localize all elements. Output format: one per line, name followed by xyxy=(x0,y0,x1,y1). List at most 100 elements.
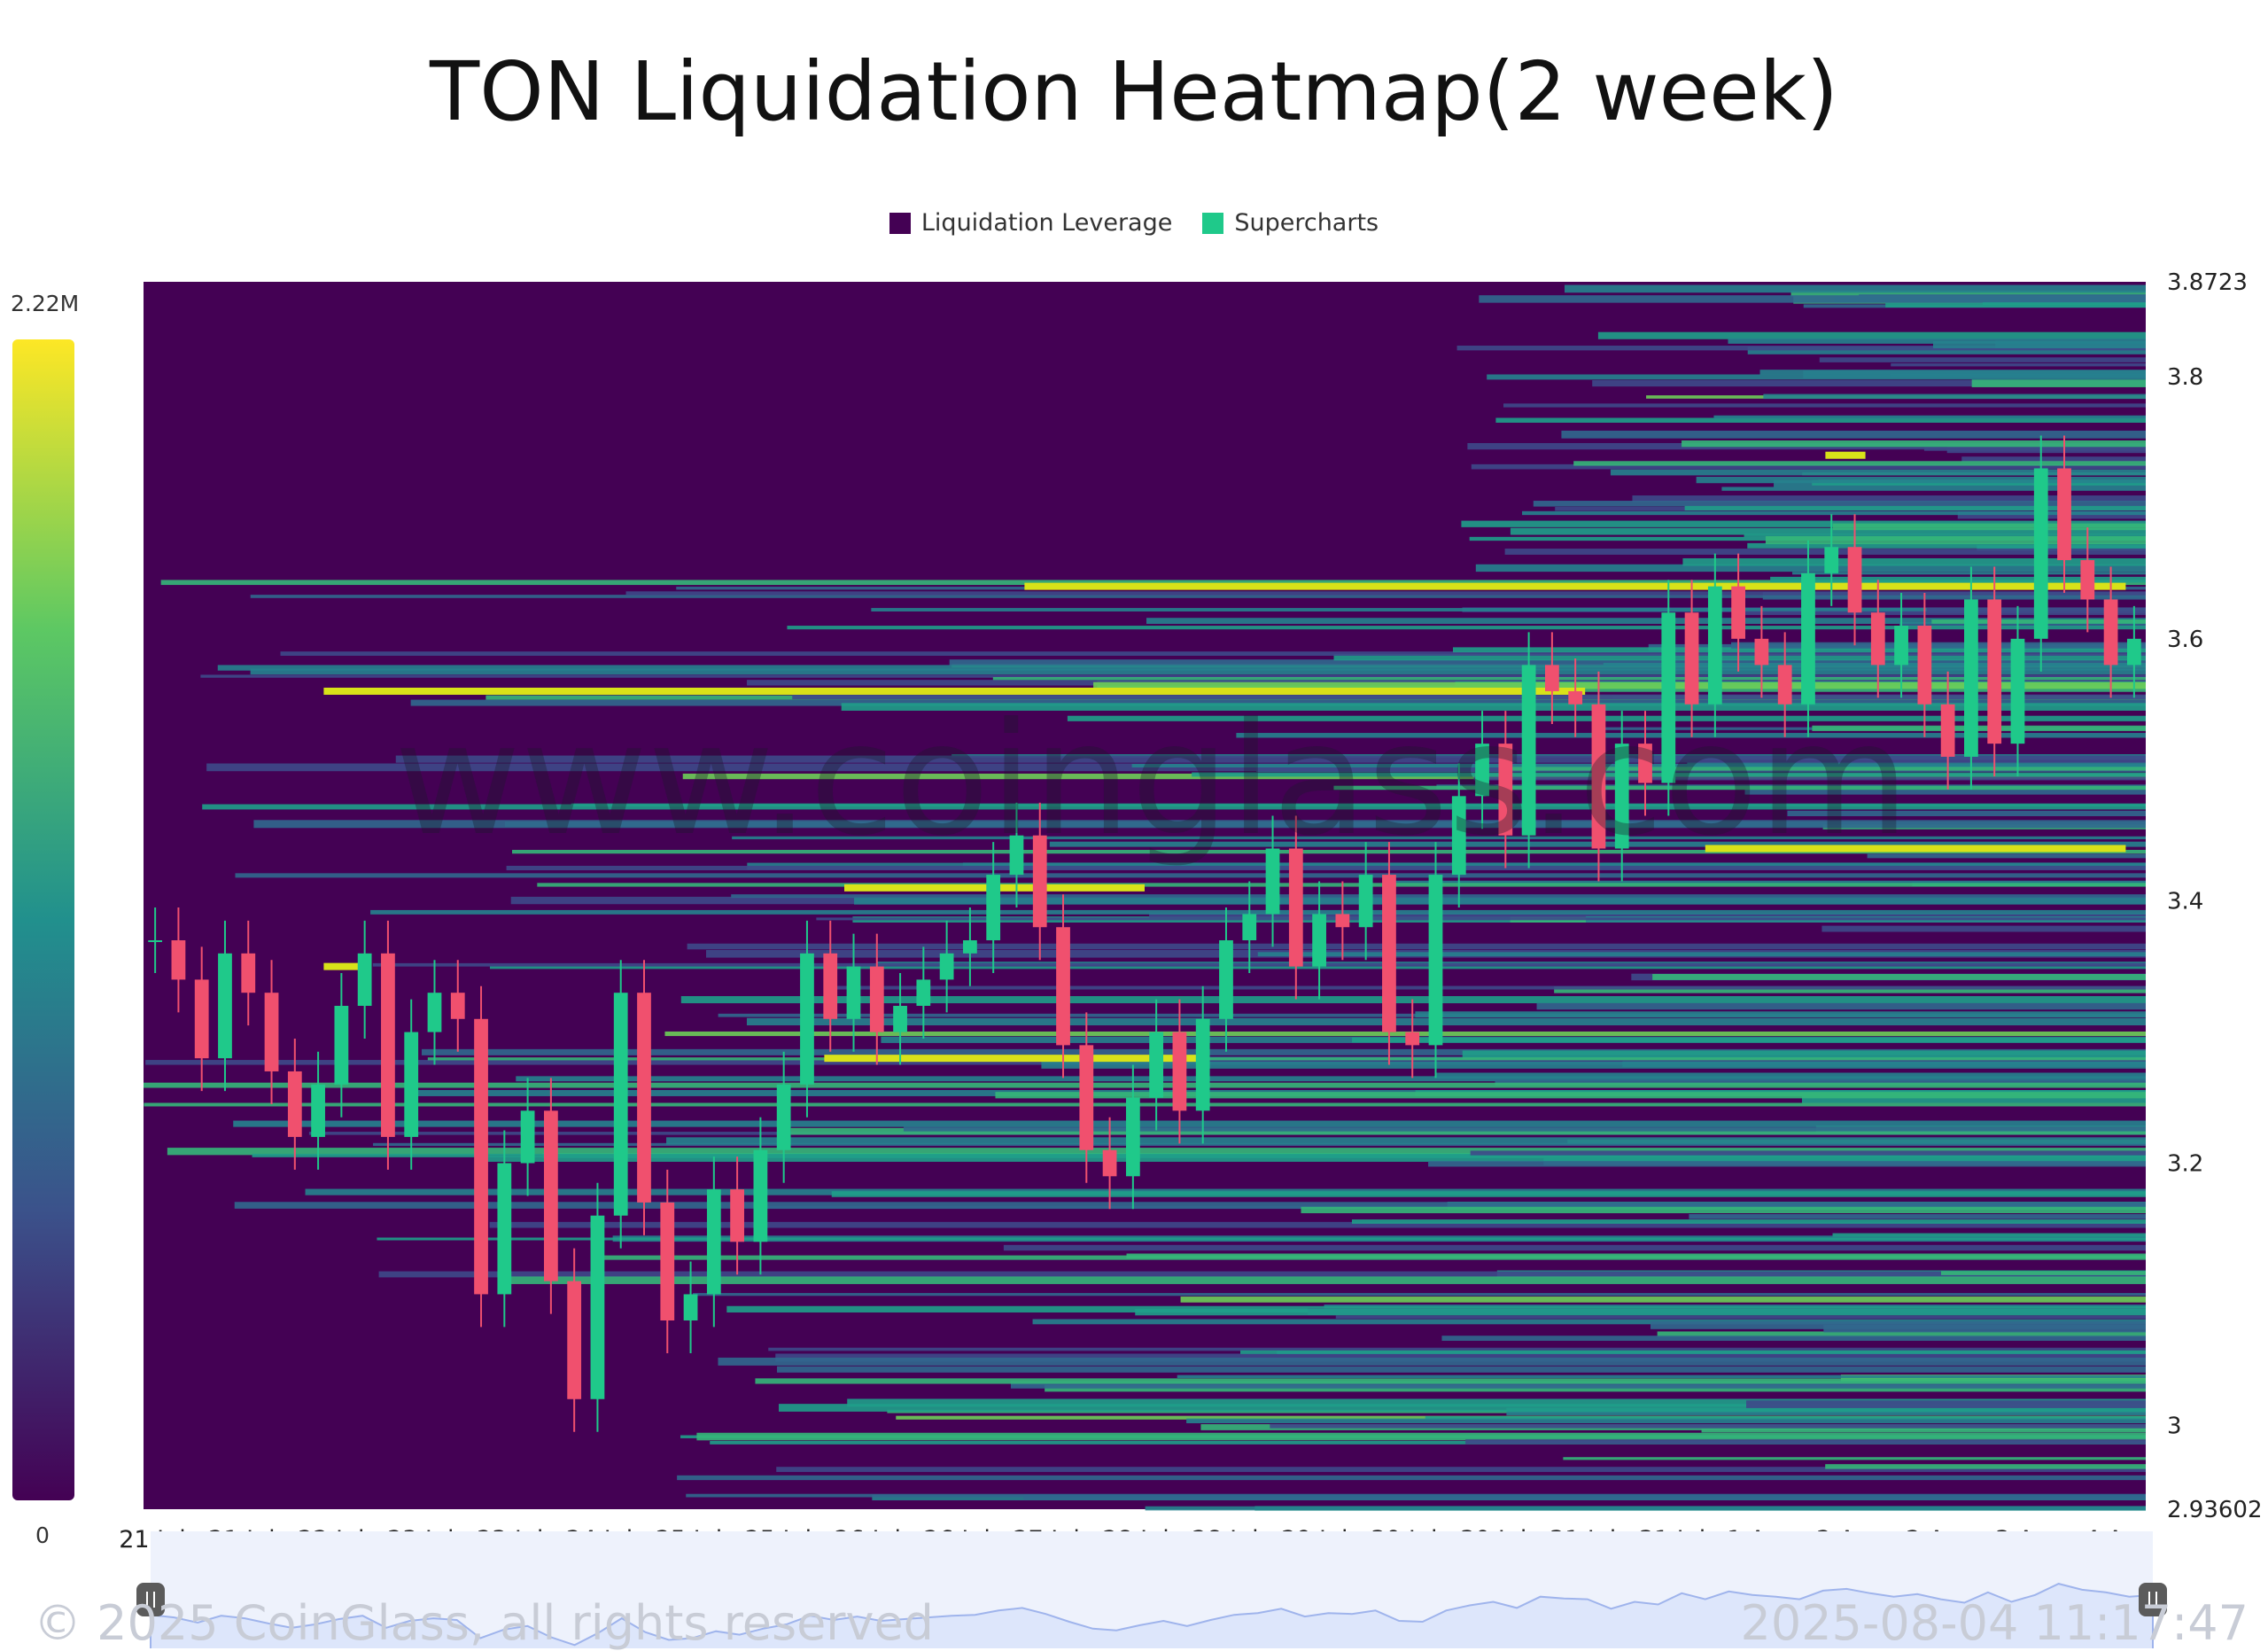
heat-band xyxy=(1713,415,2146,419)
heat-band xyxy=(1971,379,2146,387)
heat-band xyxy=(1610,469,2146,476)
price-candle xyxy=(939,953,954,980)
heat-band xyxy=(1592,380,2146,387)
price-candle xyxy=(520,1110,535,1164)
heat-band xyxy=(1765,536,2146,544)
price-candle xyxy=(1172,1032,1187,1111)
price-candle xyxy=(287,1071,302,1137)
heat-band xyxy=(234,1202,2147,1209)
price-candle xyxy=(1917,626,1932,705)
price-candle xyxy=(753,1149,768,1242)
price-candle xyxy=(1707,586,1722,705)
navigator-handle-right[interactable] xyxy=(2139,1583,2167,1616)
heat-band-hot xyxy=(1825,451,1866,459)
heat-band xyxy=(395,755,2147,763)
price-candle xyxy=(986,875,1001,941)
heat-band xyxy=(1899,622,2146,627)
heat-band xyxy=(1563,1457,2146,1460)
price-candle xyxy=(2103,599,2118,666)
heat-band xyxy=(1352,1037,2146,1043)
heat-band xyxy=(1093,681,2146,689)
heat-band xyxy=(377,1237,2146,1241)
price-candle xyxy=(497,1163,512,1295)
price-candle xyxy=(1545,665,1559,691)
heat-band xyxy=(250,595,2147,598)
price-candle xyxy=(1219,940,1233,1019)
heat-band xyxy=(1333,654,2146,661)
heat-band xyxy=(831,1191,2146,1197)
navigator-handle-left[interactable] xyxy=(136,1583,165,1616)
chart-title: TON Liquidation Heatmap(2 week) xyxy=(430,44,1838,139)
price-candle xyxy=(450,993,465,1019)
price-candle xyxy=(148,940,163,943)
price-candle xyxy=(1288,848,1303,967)
heat-band xyxy=(1436,1072,2146,1079)
price-candle xyxy=(1638,744,1652,783)
heat-band xyxy=(1149,913,2146,918)
heat-band xyxy=(775,1353,2146,1362)
heat-band xyxy=(1763,393,2146,400)
price-candle xyxy=(264,993,279,1071)
heat-band xyxy=(512,849,2146,854)
heat-band xyxy=(1503,403,2146,408)
colorbar-min-label: 0 xyxy=(35,1523,50,1548)
heat-band xyxy=(1821,925,2146,932)
heat-band xyxy=(1682,557,2146,566)
price-candle xyxy=(1125,1097,1140,1177)
heat-band xyxy=(1471,463,2146,470)
heat-band xyxy=(1742,611,2146,615)
legend-item-liquidation-leverage[interactable]: Liquidation Leverage xyxy=(889,209,1172,237)
price-candle xyxy=(1661,612,1676,783)
heat-band xyxy=(816,917,2146,921)
legend-item-supercharts[interactable]: Supercharts xyxy=(1202,209,1379,237)
heat-band xyxy=(537,883,2146,887)
heat-band xyxy=(421,1048,2146,1055)
heat-band xyxy=(995,1092,2146,1099)
heat-band xyxy=(1982,302,2146,306)
heat-band xyxy=(1522,510,2146,516)
price-candle xyxy=(2033,468,2048,639)
heat-band xyxy=(1696,476,2146,484)
y-tick-label: 3.2 xyxy=(2167,1151,2203,1178)
heat-band xyxy=(1257,952,2146,957)
price-candle xyxy=(334,1005,349,1085)
price-candle xyxy=(1451,796,1466,876)
heat-band xyxy=(1351,1219,2146,1224)
legend-label-liquidation-leverage: Liquidation Leverage xyxy=(920,209,1173,237)
heat-band xyxy=(1885,302,2146,308)
heat-band xyxy=(1652,974,2146,980)
heat-band xyxy=(1180,1297,2146,1303)
price-candle xyxy=(963,940,977,954)
heat-band xyxy=(790,1127,2147,1135)
heat-band xyxy=(1041,1061,2146,1069)
heat-band xyxy=(687,943,2146,950)
price-candle xyxy=(1195,1018,1210,1111)
heat-band xyxy=(489,966,2146,970)
price-candle xyxy=(1777,665,1792,705)
heat-band xyxy=(1891,362,2146,367)
price-candle xyxy=(1987,599,2002,744)
heat-band xyxy=(1003,1244,2146,1251)
price-candle xyxy=(683,1294,698,1321)
price-candle xyxy=(567,1281,582,1399)
price-candle xyxy=(1894,626,1908,666)
heat-band xyxy=(1023,1494,2146,1500)
price-candle xyxy=(1684,612,1699,705)
price-candle xyxy=(311,1084,325,1137)
heat-band xyxy=(1441,1336,2146,1341)
legend-swatch-supercharts xyxy=(1202,212,1224,234)
heat-band xyxy=(1146,618,2146,624)
heat-band xyxy=(779,1404,2146,1412)
price-candle xyxy=(1964,599,1978,757)
heat-band xyxy=(1506,1407,2146,1416)
heat-band xyxy=(1473,776,2146,781)
time-navigator[interactable] xyxy=(136,1531,2167,1648)
heat-band xyxy=(200,674,2147,678)
heat-band-hot xyxy=(824,1055,1205,1063)
price-candle xyxy=(846,966,861,1019)
heat-band xyxy=(506,865,2146,871)
heat-band xyxy=(854,897,2146,905)
heat-band xyxy=(1561,430,2146,439)
heat-band xyxy=(235,873,2146,878)
heat-band xyxy=(1032,1319,2146,1325)
